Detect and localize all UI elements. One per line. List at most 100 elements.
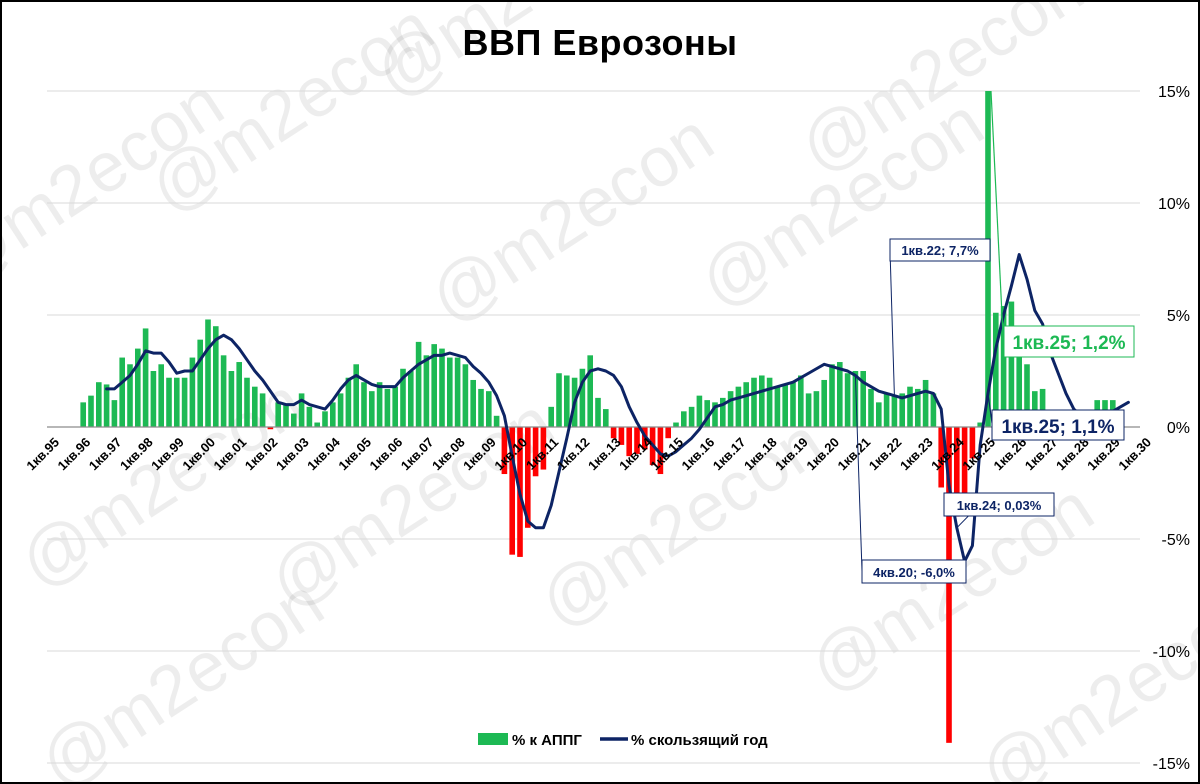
bar-11 — [166, 377, 172, 427]
bar-1 — [88, 395, 94, 427]
x-tick-label-26: 1кв.21 — [835, 435, 874, 474]
bar-62 — [564, 375, 570, 427]
x-tick-label-1: 1кв.96 — [55, 435, 94, 474]
bar-41 — [400, 368, 406, 427]
bar-18 — [220, 355, 227, 427]
bar-67 — [603, 409, 609, 427]
annotation-leader-0 — [889, 249, 895, 396]
bar-26 — [283, 404, 289, 427]
bar-47 — [447, 357, 453, 427]
bar-108 — [922, 379, 929, 427]
watermark-2: @m2econ — [416, 98, 727, 338]
bar-89 — [774, 386, 781, 427]
bar-2 — [96, 382, 102, 427]
bar-54 — [501, 427, 508, 475]
watermark-4: @m2econ — [361, 0, 672, 113]
legend-label-bars: % к АППГ — [512, 732, 582, 749]
bar-119 — [1008, 301, 1015, 427]
annotation-box-4 — [991, 409, 1125, 441]
bar-58 — [532, 427, 539, 477]
bar-80 — [704, 400, 710, 427]
bar-46 — [439, 348, 445, 427]
watermark-11: @m2econ — [966, 573, 1200, 784]
bar-84 — [735, 386, 742, 427]
bar-75 — [665, 427, 671, 439]
legend-swatch-bars — [478, 733, 508, 745]
bar-50 — [470, 379, 476, 427]
bar-14 — [189, 357, 196, 427]
bar-20 — [236, 362, 242, 427]
x-tick-label-27: 1кв.22 — [866, 435, 905, 474]
bar-29 — [306, 406, 313, 427]
bar-90 — [782, 384, 788, 427]
bar-97 — [837, 362, 843, 427]
bar-61 — [556, 373, 562, 427]
bar-10 — [158, 364, 164, 427]
bar-5 — [119, 357, 125, 427]
bar-53 — [493, 415, 500, 427]
bar-59 — [540, 427, 547, 470]
bar-25 — [275, 402, 281, 427]
bar-38 — [376, 382, 383, 427]
y-tick-label-2: 5% — [1167, 308, 1190, 325]
y-tick-label-6: -15% — [1153, 756, 1190, 773]
y-tick-label-4: -5% — [1162, 532, 1190, 549]
bar-95 — [821, 379, 827, 427]
bar-66 — [595, 397, 601, 427]
annotation-0: 1кв.22; 7,7% — [901, 243, 979, 258]
bar-0 — [80, 402, 86, 427]
annotation-leader-1 — [854, 375, 863, 572]
bar-85 — [743, 382, 749, 427]
bar-96 — [829, 364, 835, 427]
x-tick-label-18: 1кв.13 — [585, 435, 624, 474]
annotation-2: 1кв.24; 0,03% — [957, 498, 1042, 513]
bar-15 — [197, 339, 203, 427]
bar-49 — [462, 364, 469, 427]
bar-87 — [759, 375, 765, 427]
bar-43 — [415, 341, 422, 427]
bar-76 — [673, 422, 679, 427]
bar-8 — [142, 328, 149, 427]
bar-52 — [486, 391, 492, 427]
bar-21 — [244, 377, 250, 427]
bar-39 — [384, 388, 391, 427]
bar-113 — [961, 427, 968, 501]
bar-30 — [314, 422, 320, 427]
y-tick-label-3: 0% — [1167, 420, 1190, 437]
annotation-leader-3 — [990, 90, 1005, 357]
bar-70 — [626, 427, 632, 457]
bar-28 — [298, 393, 305, 427]
bar-22 — [252, 386, 258, 427]
annotation-3: 1кв.25; 1,2% — [1012, 333, 1125, 354]
bar-78 — [688, 406, 695, 427]
bar-102 — [876, 402, 882, 427]
bar-105 — [899, 393, 905, 427]
bar-121 — [1024, 364, 1030, 427]
bar-101 — [868, 388, 874, 427]
x-tick-label-28: 1кв.23 — [897, 435, 936, 474]
bar-120 — [1016, 332, 1022, 427]
bar-31 — [322, 411, 328, 427]
bar-74 — [657, 427, 664, 475]
bar-3 — [103, 384, 110, 427]
bar-77 — [681, 411, 687, 427]
bar-115 — [977, 422, 983, 427]
x-tick-label-9: 1кв.04 — [304, 434, 343, 473]
bar-107 — [915, 388, 921, 427]
bar-123 — [1039, 388, 1046, 427]
series-line-rolling-year — [105, 253, 1130, 563]
bar-4 — [111, 400, 118, 427]
bar-82 — [720, 397, 726, 427]
bar-98 — [844, 373, 851, 427]
bar-24 — [267, 427, 274, 430]
bar-17 — [213, 326, 219, 427]
bar-99 — [852, 371, 859, 427]
bar-36 — [361, 382, 367, 427]
bar-91 — [790, 382, 796, 427]
legend-label-line: % скользящий год — [631, 732, 768, 749]
y-tick-label-1: 10% — [1158, 196, 1190, 213]
bar-71 — [634, 427, 640, 454]
bar-42 — [408, 371, 414, 427]
bar-37 — [369, 391, 375, 427]
x-tick-label-0: 1кв.95 — [23, 435, 62, 474]
